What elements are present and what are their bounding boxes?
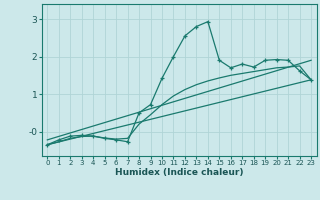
- X-axis label: Humidex (Indice chaleur): Humidex (Indice chaleur): [115, 168, 244, 177]
